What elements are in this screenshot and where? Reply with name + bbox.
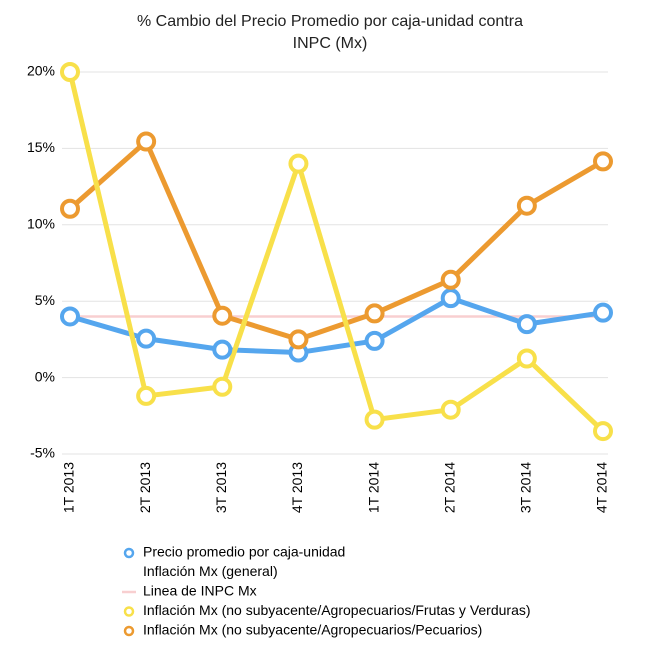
series-line <box>69 295 604 356</box>
data-point <box>288 153 309 174</box>
legend-label: Inflación Mx (no subyacente/Agropecuario… <box>143 622 482 638</box>
data-point <box>516 348 537 369</box>
legend-marker <box>123 606 135 617</box>
series-line <box>68 139 605 342</box>
data-point <box>440 288 461 309</box>
data-point <box>136 131 157 152</box>
y-tick-label: 15% <box>27 139 55 155</box>
chart-title: % Cambio del Precio Promedio por caja-un… <box>137 13 523 30</box>
data-point <box>593 421 613 442</box>
data-point <box>516 195 537 216</box>
data-point <box>60 306 80 327</box>
x-tick-label: 2T 2013 <box>137 462 153 513</box>
x-tick-label: 1T 2013 <box>61 462 77 513</box>
data-point <box>288 329 309 350</box>
legend-label: Linea de INPC Mx <box>143 583 257 599</box>
data-point <box>212 305 233 326</box>
x-tick-label: 1T 2014 <box>365 462 381 513</box>
legend-marker <box>123 547 135 559</box>
data-point <box>593 302 613 323</box>
data-point <box>212 376 233 397</box>
data-point <box>212 339 233 360</box>
x-tick-label: 3T 2014 <box>518 462 534 513</box>
legend-label: Precio promedio por caja-unidad <box>143 544 345 560</box>
x-tick-label: 4T 2014 <box>594 462 610 513</box>
x-tick-label: 4T 2013 <box>289 462 305 513</box>
data-point <box>440 269 461 290</box>
data-point <box>136 385 157 406</box>
data-point <box>136 328 157 349</box>
y-tick-label: -5% <box>30 445 55 461</box>
y-tick-label: 20% <box>27 63 55 79</box>
data-point <box>516 314 537 335</box>
chart-title: INPC (Mx) <box>293 35 368 52</box>
data-point <box>364 303 385 324</box>
legend-label: Inflación Mx (general) <box>143 563 278 579</box>
data-point <box>60 62 80 82</box>
y-tick-label: 5% <box>35 292 55 308</box>
data-point <box>440 399 461 420</box>
data-point <box>364 409 385 430</box>
data-point <box>60 198 80 219</box>
y-tick-label: 0% <box>35 368 55 384</box>
legend-label: Inflación Mx (no subyacente/Agropecuario… <box>143 602 531 618</box>
data-point <box>364 330 385 351</box>
x-tick-label: 3T 2013 <box>213 462 229 513</box>
x-tick-label: 2T 2014 <box>441 462 457 513</box>
series-line <box>67 71 605 433</box>
data-point <box>593 151 613 172</box>
y-tick-label: 10% <box>27 216 55 232</box>
legend-marker <box>123 625 135 637</box>
